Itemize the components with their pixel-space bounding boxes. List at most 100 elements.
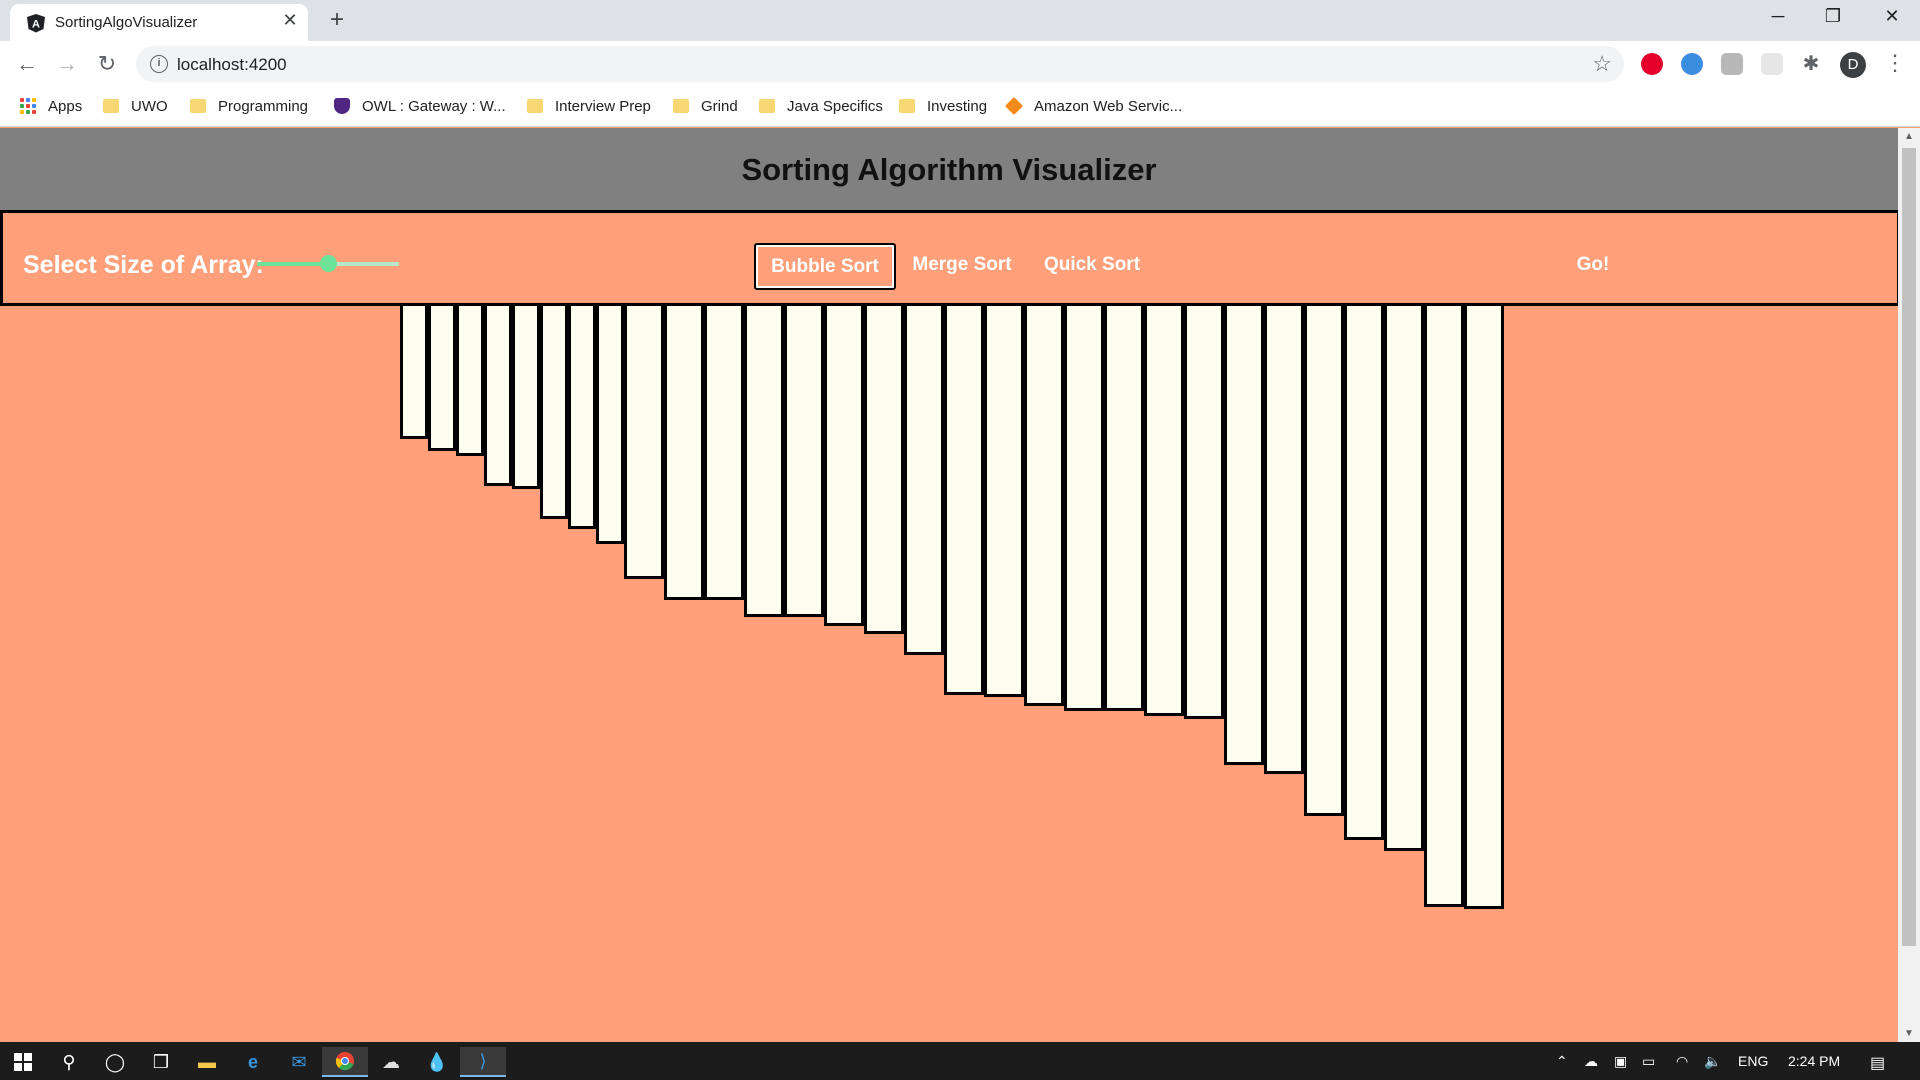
reload-icon[interactable]: ↻ xyxy=(97,51,117,76)
bookmark-label: OWL : Gateway : W... xyxy=(362,97,506,115)
merge-sort-button[interactable]: Merge Sort xyxy=(912,254,1012,275)
quick-sort-button[interactable]: Quick Sort xyxy=(1043,254,1141,275)
adblock-extension-icon[interactable] xyxy=(1641,53,1663,75)
browser-tab-strip: A SortingAlgoVisualizer ✕ + ─ ❐ ✕ xyxy=(0,0,1920,41)
extensions-puzzle-icon[interactable]: ✱ xyxy=(1802,53,1820,75)
array-bar xyxy=(540,306,568,519)
forward-arrow-icon[interactable]: → xyxy=(56,51,78,76)
array-bar xyxy=(1224,306,1264,765)
bookmark-grind[interactable]: Grind xyxy=(673,95,738,117)
browser-tab[interactable]: A SortingAlgoVisualizer ✕ xyxy=(10,4,308,41)
array-bar xyxy=(744,306,784,617)
site-info-icon[interactable]: i xyxy=(150,55,168,73)
array-bars xyxy=(0,306,1898,1042)
array-bar xyxy=(1264,306,1304,774)
array-bar xyxy=(824,306,864,626)
restore-icon[interactable]: ❐ xyxy=(1824,6,1842,26)
array-bar xyxy=(1344,306,1384,840)
profile-avatar[interactable]: D xyxy=(1840,52,1866,78)
security-icon[interactable]: ▣ xyxy=(1614,1053,1628,1069)
page-scrollbar[interactable]: ▲ ▼ xyxy=(1898,128,1920,1042)
array-bar xyxy=(664,306,704,600)
array-bar xyxy=(428,306,456,451)
tab-close-icon[interactable]: ✕ xyxy=(282,10,298,30)
task-view-icon[interactable]: ❒ xyxy=(152,1051,170,1072)
volume-icon[interactable]: 🔈 xyxy=(1704,1053,1722,1069)
bookmark-label: Grind xyxy=(701,97,738,115)
array-bar xyxy=(944,306,984,695)
array-bar xyxy=(1304,306,1344,816)
battery-icon[interactable]: ▭ xyxy=(1642,1053,1656,1069)
array-size-slider[interactable] xyxy=(257,255,399,272)
bookmark-label: Amazon Web Servic... xyxy=(1034,97,1183,115)
edge-icon[interactable]: e xyxy=(247,1051,258,1072)
new-tab-button[interactable]: + xyxy=(329,6,344,33)
bookmark-owl[interactable]: OWL : Gateway : W... xyxy=(334,95,506,117)
bookmark-star-icon[interactable]: ☆ xyxy=(1592,51,1612,76)
folder-icon xyxy=(527,99,543,113)
scroll-up-icon[interactable]: ▲ xyxy=(1904,131,1914,142)
folder-icon xyxy=(190,99,206,113)
page-title: Sorting Algorithm Visualizer xyxy=(741,152,1157,187)
onedrive-icon[interactable]: ☁ xyxy=(1584,1053,1598,1069)
bookmark-java-specifics[interactable]: Java Specifics xyxy=(759,95,883,117)
language-indicator[interactable]: ENG xyxy=(1738,1053,1769,1069)
array-bar xyxy=(784,306,824,617)
folder-icon xyxy=(103,99,119,113)
array-bar xyxy=(1184,306,1224,719)
mail-icon[interactable]: ✉ xyxy=(291,1051,307,1072)
scroll-thumb[interactable] xyxy=(1902,148,1916,946)
control-bar: Select Size of Array: Bubble Sort Merge … xyxy=(0,210,1900,306)
pulse-extension-icon[interactable] xyxy=(1681,53,1703,75)
drop-app-icon[interactable]: 💧 xyxy=(425,1051,449,1072)
aws-cube-icon xyxy=(1004,96,1024,116)
bookmark-uwo[interactable]: UWO xyxy=(103,95,168,117)
wifi-icon[interactable]: ◠ xyxy=(1676,1053,1689,1069)
scroll-down-icon[interactable]: ▼ xyxy=(1904,1028,1914,1039)
notifications-icon[interactable]: ▤ xyxy=(1870,1055,1886,1072)
bookmark-programming[interactable]: Programming xyxy=(190,95,308,117)
go-button[interactable]: Go! xyxy=(1576,254,1610,275)
address-bar[interactable]: i localhost:4200 ☆ xyxy=(136,46,1624,82)
svg-text:A: A xyxy=(32,19,40,31)
array-bar xyxy=(984,306,1024,697)
array-bar xyxy=(864,306,904,634)
clock[interactable]: 2:24 PM xyxy=(1788,1053,1841,1069)
url-text[interactable]: localhost:4200 xyxy=(177,55,287,74)
app-icon[interactable]: ☁ xyxy=(382,1051,400,1072)
bookmark-interview-prep[interactable]: Interview Prep xyxy=(527,95,651,117)
slider-thumb[interactable] xyxy=(320,255,337,272)
apps-grid-icon xyxy=(20,98,36,114)
bookmark-label: Programming xyxy=(218,97,309,115)
file-explorer-icon[interactable]: ▬ xyxy=(198,1051,216,1072)
cortana-icon[interactable]: ◯ xyxy=(104,1051,126,1072)
array-bar xyxy=(596,306,624,544)
bookmark-apps[interactable]: Apps xyxy=(20,95,82,117)
minimize-icon[interactable]: ─ xyxy=(1771,6,1785,26)
bookmarks-bar: Apps UWO Programming OWL : Gateway : W..… xyxy=(0,87,1920,127)
windows-taskbar: ⚲ ◯ ❒ ▬ e ✉ ☁ 💧 ⟩ ⌃ ☁ ▣ ▭ ◠ 🔈 ENG 2:24 P… xyxy=(0,1042,1920,1080)
array-bar xyxy=(704,306,744,600)
array-bar xyxy=(568,306,596,529)
angular-logo-icon: A xyxy=(27,14,45,33)
bookmark-label: Investing xyxy=(927,97,988,115)
bubble-sort-button[interactable]: Bubble Sort xyxy=(754,243,896,290)
window-close-icon[interactable]: ✕ xyxy=(1884,6,1900,26)
bookmark-label: Apps xyxy=(48,97,83,115)
array-bar xyxy=(1424,306,1464,907)
browser-menu-icon[interactable]: ⋮ xyxy=(1884,50,1906,75)
generic-extension-icon[interactable] xyxy=(1761,53,1783,75)
reader-extension-icon[interactable] xyxy=(1721,53,1743,75)
browser-toolbar: ← → ↻ i localhost:4200 ☆ ✱ xyxy=(0,41,1920,87)
back-arrow-icon[interactable]: ← xyxy=(16,51,38,76)
array-bar xyxy=(1464,306,1504,909)
vscode-icon[interactable]: ⟩ xyxy=(460,1047,506,1077)
windows-start-icon[interactable] xyxy=(0,1047,46,1077)
chrome-icon[interactable] xyxy=(322,1047,368,1077)
array-bar xyxy=(904,306,944,655)
tray-expand-icon[interactable]: ⌃ xyxy=(1556,1053,1568,1069)
search-icon[interactable]: ⚲ xyxy=(62,1051,76,1072)
array-bar xyxy=(1064,306,1104,711)
bookmark-investing[interactable]: Investing xyxy=(899,95,987,117)
bookmark-aws[interactable]: Amazon Web Servic... xyxy=(1004,95,1183,117)
